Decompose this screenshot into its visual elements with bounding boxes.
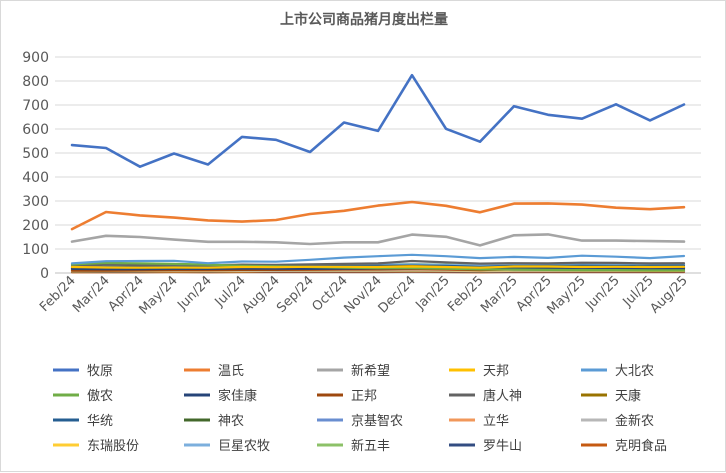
x-tick-label: Jun/25 (582, 273, 622, 313)
y-tick-label: 800 (22, 74, 49, 90)
legend-item: 傲农 (53, 389, 113, 404)
series-line-1 (70, 200, 686, 231)
legend-item: 立华 (449, 414, 509, 429)
legend-label: 京基智农 (351, 414, 403, 429)
x-tick-label: Nov/24 (341, 273, 384, 316)
legend-label: 神农 (218, 414, 244, 429)
legend-item: 新希望 (317, 363, 390, 379)
x-tick-label: May/24 (136, 273, 180, 317)
legend-item: 大北农 (581, 364, 654, 379)
legend-item: 华统 (53, 414, 113, 429)
legend-item: 金新农 (581, 413, 654, 429)
legend-item: 牧原 (53, 364, 113, 379)
legend-label: 傲农 (87, 389, 113, 404)
y-tick-label: 700 (22, 98, 49, 114)
legend-label: 温氏 (218, 364, 244, 379)
legend-item: 巨星农牧 (184, 439, 270, 454)
y-tick-label: 900 (22, 50, 49, 66)
legend-item: 神农 (184, 414, 244, 429)
legend-label: 新希望 (351, 363, 390, 379)
legend-item: 克明食品 (581, 438, 667, 454)
series-line-3 (70, 265, 686, 269)
x-tick-label: Jan/25 (413, 273, 453, 313)
series-line-0 (70, 73, 686, 168)
x-tick-label: Sep/24 (274, 273, 317, 316)
legend-item: 东瑞股份 (53, 439, 139, 454)
y-axis-ticks: 0 100 200 300 400 500 600 700 800 900 (22, 50, 49, 282)
y-tick-label: 0 (40, 266, 49, 282)
x-tick-label: Mar/24 (70, 273, 113, 316)
legend-label: 罗牛山 (483, 439, 522, 454)
chart-title: 上市公司商品猪月度出栏量 (280, 12, 448, 28)
x-tick-label: Aug/25 (647, 273, 690, 316)
legend-label: 正邦 (351, 389, 377, 404)
series-line-4 (70, 253, 686, 265)
legend-item: 天邦 (449, 364, 509, 379)
legend-item: 京基智农 (317, 414, 403, 429)
y-tick-label: 100 (22, 242, 49, 258)
legend-label: 华统 (87, 414, 113, 429)
y-tick-label: 400 (22, 170, 49, 186)
legend-item: 温氏 (184, 364, 244, 379)
y-tick-label: 300 (22, 194, 49, 210)
legend-item: 家佳康 (184, 388, 257, 404)
legend-label: 新五丰 (351, 438, 390, 454)
legend-label: 唐人神 (483, 388, 522, 404)
legend-label: 克明食品 (615, 438, 667, 454)
legend-label: 东瑞股份 (87, 439, 139, 454)
legend-item: 正邦 (317, 389, 377, 404)
legend-item: 新五丰 (317, 438, 390, 454)
legend-item: 天康 (581, 388, 641, 404)
x-tick-label: Jun/24 (174, 273, 214, 313)
series-line-2 (70, 233, 686, 247)
x-axis-ticks: Feb/24Mar/24Apr/24May/24Jun/24Jul/24Aug/… (37, 273, 691, 317)
x-tick-label: Dec/24 (376, 273, 419, 316)
x-tick-label: Mar/25 (478, 273, 521, 316)
legend-label: 天康 (615, 388, 641, 404)
legend-label: 巨星农牧 (218, 439, 270, 454)
y-tick-label: 200 (22, 218, 49, 234)
series-line-5 (70, 261, 686, 272)
series-lines (70, 73, 686, 274)
legend-label: 天邦 (483, 364, 509, 379)
x-tick-label: Aug/24 (239, 273, 282, 316)
legend-item: 罗牛山 (449, 439, 522, 454)
legend-item: 唐人神 (449, 388, 522, 404)
legend-label: 家佳康 (218, 388, 257, 404)
y-tick-label: 600 (22, 122, 49, 138)
legend-label: 牧原 (87, 364, 113, 379)
legend-label: 大北农 (615, 364, 654, 379)
x-tick-label: May/25 (544, 273, 588, 317)
legend-label: 金新农 (615, 413, 654, 429)
y-tick-label: 500 (22, 146, 49, 162)
legend-label: 立华 (483, 414, 509, 429)
